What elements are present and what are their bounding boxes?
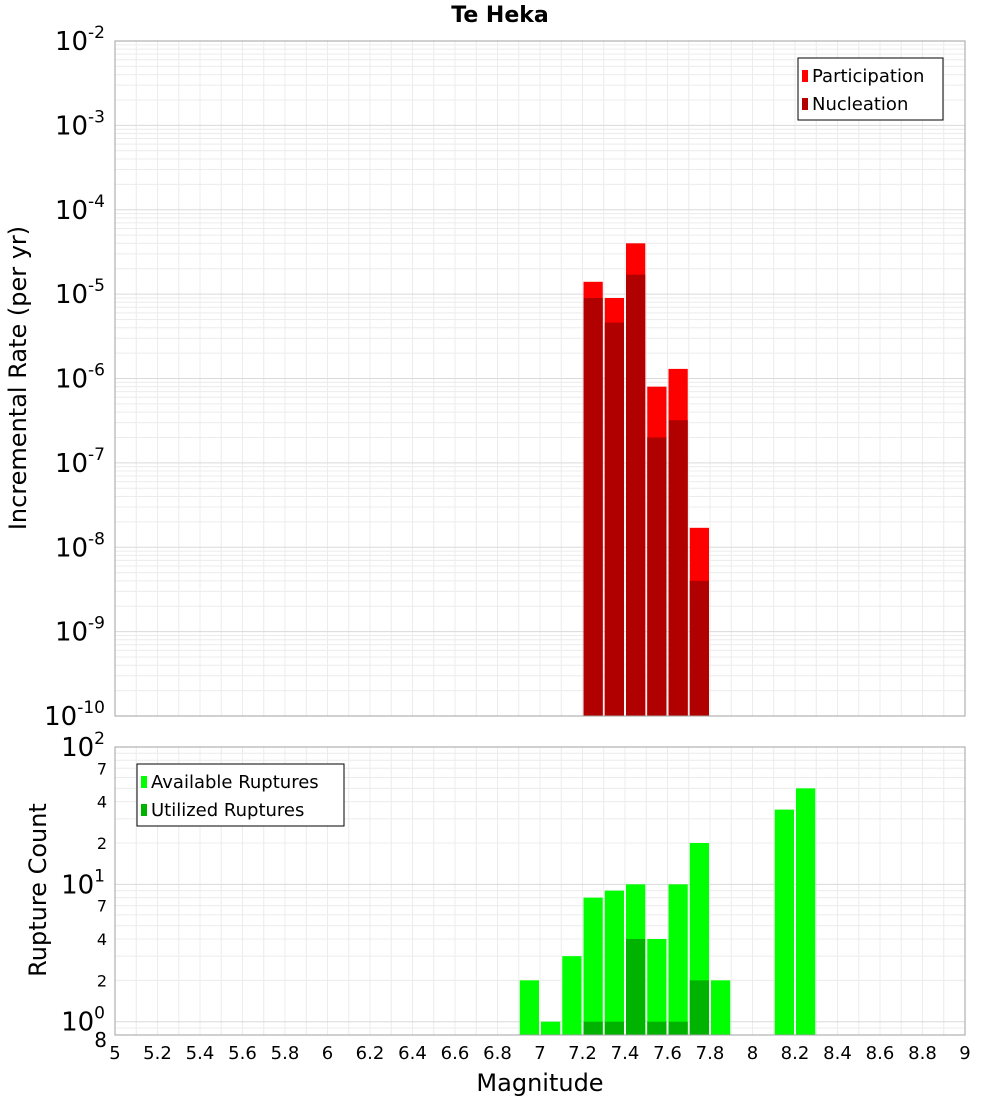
bar-primary bbox=[541, 1021, 561, 1035]
bar-primary bbox=[711, 980, 731, 1035]
x-tick-label: 6.2 bbox=[356, 1043, 385, 1064]
plot-frame bbox=[114, 40, 966, 717]
x-tick-label: 5 bbox=[109, 1043, 120, 1064]
x-tick-label: 6 bbox=[322, 1043, 333, 1064]
y-minor-tick-label: 4 bbox=[97, 793, 107, 812]
bar-secondary bbox=[668, 1021, 688, 1035]
legend-label: Utilized Ruptures bbox=[151, 800, 304, 821]
x-tick-label: 5.4 bbox=[186, 1043, 215, 1064]
y-tick-label: 10-5 bbox=[55, 276, 105, 310]
x-tick-label: 7.4 bbox=[611, 1043, 640, 1064]
bar-secondary bbox=[647, 437, 667, 716]
legend-swatch bbox=[802, 98, 808, 110]
x-tick-label: 5.8 bbox=[271, 1043, 300, 1064]
bar-secondary bbox=[626, 274, 646, 716]
y-tick-label: 10-10 bbox=[44, 698, 105, 732]
legend-box bbox=[136, 763, 345, 827]
bar-secondary bbox=[689, 580, 709, 716]
y-minor-tick-label: 8 bbox=[94, 1028, 107, 1052]
y-tick-label: 10-7 bbox=[55, 445, 105, 479]
y-tick-label: 10-2 bbox=[55, 23, 105, 57]
bar-primary bbox=[668, 884, 688, 1035]
y-minor-tick-label: 7 bbox=[97, 897, 107, 916]
bar-primary bbox=[647, 939, 667, 1035]
x-tick-label: 6.4 bbox=[398, 1043, 427, 1064]
legend-swatch bbox=[141, 804, 147, 816]
y-minor-tick-label: 4 bbox=[97, 930, 107, 949]
bar-secondary bbox=[604, 1021, 624, 1035]
bottom-y-axis-label: Rupture Count bbox=[24, 803, 52, 977]
chart-title: Te Heka bbox=[451, 3, 548, 28]
x-tick-label: 6.8 bbox=[483, 1043, 512, 1064]
y-minor-tick-label: 2 bbox=[97, 834, 107, 853]
bar-secondary bbox=[647, 1021, 667, 1035]
legend-label: Participation bbox=[812, 66, 924, 87]
x-tick-label: 8.2 bbox=[781, 1043, 810, 1064]
legend-swatch bbox=[141, 776, 147, 788]
x-tick-label: 8.4 bbox=[823, 1043, 852, 1064]
y-tick-label: 10-4 bbox=[55, 192, 105, 226]
y-tick-label: 10-8 bbox=[55, 529, 105, 563]
y-minor-tick-label: 2 bbox=[97, 971, 107, 990]
y-tick-label: 100 bbox=[61, 1004, 105, 1038]
bar-primary bbox=[583, 897, 603, 1035]
bar-secondary bbox=[626, 939, 646, 1035]
x-tick-label: 9 bbox=[959, 1043, 970, 1064]
bar-secondary bbox=[604, 322, 624, 716]
x-axis-label: Magnitude bbox=[476, 1069, 603, 1097]
bar-primary bbox=[796, 788, 816, 1035]
bar-secondary bbox=[583, 1021, 603, 1035]
y-tick-label: 10-3 bbox=[55, 107, 105, 141]
y-tick-label: 10-6 bbox=[55, 361, 105, 395]
bar-primary bbox=[604, 890, 624, 1035]
bar-secondary bbox=[689, 980, 709, 1035]
x-tick-label: 8.8 bbox=[908, 1043, 937, 1064]
bar-primary bbox=[562, 956, 582, 1035]
bar-secondary bbox=[668, 420, 688, 716]
x-tick-label: 7.8 bbox=[696, 1043, 725, 1064]
legend-box bbox=[797, 57, 944, 121]
bar-secondary bbox=[583, 297, 603, 716]
plot-frame bbox=[114, 746, 966, 1036]
x-tick-label: 5.6 bbox=[228, 1043, 257, 1064]
bar-primary bbox=[519, 980, 539, 1035]
y-tick-label: 10-9 bbox=[55, 614, 105, 648]
bar-primary bbox=[774, 809, 794, 1035]
legend-label: Nucleation bbox=[812, 94, 908, 115]
legend: Available Ruptures Utilized Ruptures bbox=[136, 763, 345, 827]
top-y-axis-label: Incremental Rate (per yr) bbox=[4, 226, 32, 530]
y-minor-tick-label: 7 bbox=[97, 759, 107, 778]
x-tick-label: 8.6 bbox=[866, 1043, 895, 1064]
panel-0: 10-10 10-9 10-8 10-7 10-6 10-5 10-4 10-3 10-2 Par… bbox=[44, 23, 966, 732]
x-tick-label: 7.2 bbox=[568, 1043, 597, 1064]
x-tick-label: 8 bbox=[747, 1043, 758, 1064]
legend-label: Available Ruptures bbox=[151, 772, 319, 793]
x-tick-label: 5.2 bbox=[143, 1043, 172, 1064]
panel-1: 100 101 102 8 2 4 7 2 4 7 Available Ruptures Utiliz… bbox=[61, 729, 966, 1052]
plot-panels: 10-10 10-9 10-8 10-7 10-6 10-5 10-4 10-3 10-2 Par… bbox=[44, 23, 971, 1064]
legend: Participation Nucleation bbox=[797, 57, 944, 121]
legend-swatch bbox=[802, 70, 808, 82]
y-tick-label: 102 bbox=[61, 729, 105, 763]
y-tick-label: 101 bbox=[61, 866, 105, 900]
x-tick-label: 6.6 bbox=[441, 1043, 470, 1064]
x-tick-label: 7 bbox=[534, 1043, 545, 1064]
x-tick-label: 7.6 bbox=[653, 1043, 682, 1064]
